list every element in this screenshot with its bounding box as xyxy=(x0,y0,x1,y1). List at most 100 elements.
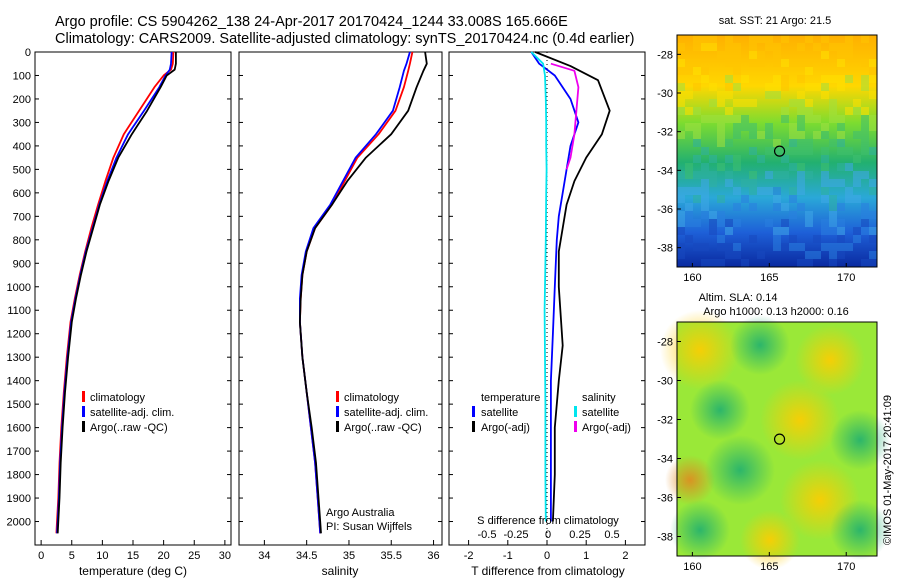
sst-cell xyxy=(869,211,877,219)
sst-cell xyxy=(837,59,845,67)
sst-cell xyxy=(733,203,741,211)
depth-tick-label: 1100 xyxy=(7,305,31,317)
sst-cell xyxy=(693,43,701,51)
sst-cell xyxy=(861,115,869,123)
difference-legend: temperature salinity satellite Argo(-adj… xyxy=(472,392,631,434)
lat-tick-label: -34 xyxy=(657,165,673,177)
sst-cell xyxy=(805,107,813,115)
sst-cell xyxy=(693,171,701,179)
sst-cell xyxy=(685,171,693,179)
sst-cell xyxy=(733,67,741,75)
sst-cell xyxy=(757,35,765,43)
sst-cell xyxy=(821,35,829,43)
sst-cell xyxy=(789,235,797,243)
sst-cell xyxy=(861,211,869,219)
depth-tick-label: 1200 xyxy=(7,329,31,341)
sla-anomaly-patch xyxy=(690,380,750,440)
sst-cell xyxy=(741,195,749,203)
sst-cell xyxy=(773,203,781,211)
sst-cell xyxy=(741,75,749,83)
legend-label-sal-satellite: satellite xyxy=(582,407,619,419)
sst-cell xyxy=(797,259,805,267)
sst-cell xyxy=(805,147,813,155)
sst-cell xyxy=(813,43,821,51)
sst-cell xyxy=(829,139,837,147)
sst-cell xyxy=(773,147,781,155)
lon-tick-label: 160 xyxy=(683,272,701,284)
x-tick-label: 36 xyxy=(427,550,439,562)
sst-cell xyxy=(677,59,685,67)
sst-cell xyxy=(821,179,829,187)
sst-cell xyxy=(757,187,765,195)
sst-cell xyxy=(677,83,685,91)
sla-anomaly-patch xyxy=(795,325,865,395)
sst-cell xyxy=(797,203,805,211)
difference-panel: -2 -1 0 1 2 S difference from climatology -0… xyxy=(448,51,646,578)
sst-cell xyxy=(757,251,765,259)
sst-cell xyxy=(677,243,685,251)
sst-cell xyxy=(701,243,709,251)
sst-cell xyxy=(773,243,781,251)
sst-cell xyxy=(821,243,829,251)
sst-cell xyxy=(749,123,757,131)
sst-cell xyxy=(733,251,741,259)
sst-cell xyxy=(789,99,797,107)
annotation-argo-australia: Argo Australia xyxy=(326,507,395,519)
sst-cell xyxy=(693,131,701,139)
sst-cell xyxy=(773,83,781,91)
lon-tick-label: 165 xyxy=(760,561,778,573)
depth-tick-label: 200 xyxy=(13,94,31,106)
sst-cell xyxy=(853,107,861,115)
sla-map-frame xyxy=(676,321,878,557)
lon-tick-label: 165 xyxy=(760,272,778,284)
sst-cell xyxy=(701,43,709,51)
depth-tick-label: 100 xyxy=(13,70,31,82)
sst-cell xyxy=(749,171,757,179)
difference-xlabel: T difference from climatology xyxy=(471,564,625,578)
sst-cell xyxy=(677,251,685,259)
sst-cell xyxy=(789,195,797,203)
sst-cell xyxy=(725,139,733,147)
sst-cell xyxy=(709,99,717,107)
salinity-series xyxy=(298,51,428,534)
temperature-x-axis: 0 5 10 15 20 25 30 xyxy=(35,51,231,562)
temperature-panel: 0100200300400500600700800900100011001200… xyxy=(7,47,232,578)
sst-cell xyxy=(845,163,853,171)
sst-cell xyxy=(829,227,837,235)
sst-cell xyxy=(781,115,789,123)
sst-cell xyxy=(845,195,853,203)
sla-anomaly-patch xyxy=(660,310,740,390)
difference-xlabel-top: S difference from climatology xyxy=(477,515,619,527)
sst-cell xyxy=(717,51,725,59)
sst-cell xyxy=(749,59,757,67)
sst-cell xyxy=(821,219,829,227)
sst-cell xyxy=(861,59,869,67)
sst-cell xyxy=(821,75,829,83)
sst-cell xyxy=(837,51,845,59)
sst-cell xyxy=(781,227,789,235)
sst-cell xyxy=(861,107,869,115)
sst-cell xyxy=(757,59,765,67)
temperature-series xyxy=(55,51,177,534)
sst-cell xyxy=(837,163,845,171)
sst-cell xyxy=(821,147,829,155)
sst-cell xyxy=(829,243,837,251)
x-tick-label: 5 xyxy=(69,550,75,562)
sst-cell xyxy=(717,131,725,139)
top-tick-label: -0.5 xyxy=(478,529,497,541)
sst-cell xyxy=(869,235,877,243)
sst-cell xyxy=(869,259,877,267)
sst-cell xyxy=(733,59,741,67)
sst-cell xyxy=(693,83,701,91)
sst-cell xyxy=(813,235,821,243)
sst-cell xyxy=(805,83,813,91)
sst-cell xyxy=(701,75,709,83)
sst-cell xyxy=(693,139,701,147)
sst-cell xyxy=(773,227,781,235)
sst-cell xyxy=(725,75,733,83)
sst-cell xyxy=(677,195,685,203)
sst-cell xyxy=(853,227,861,235)
legend-title-salinity: salinity xyxy=(582,392,616,404)
legend-label-climatology: climatology xyxy=(344,392,400,404)
sst-cell xyxy=(685,203,693,211)
